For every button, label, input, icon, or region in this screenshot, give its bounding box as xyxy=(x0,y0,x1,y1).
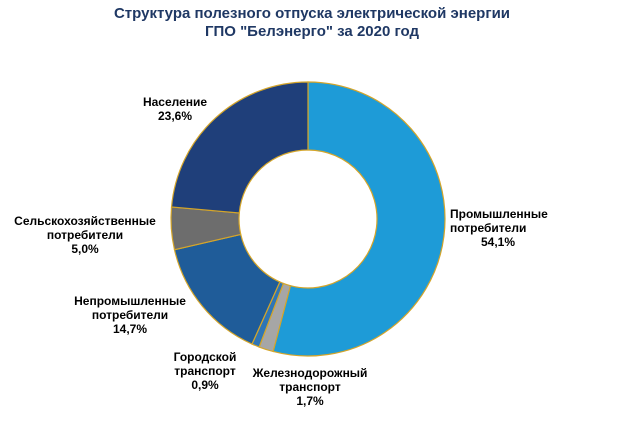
slice-label-line: потребители xyxy=(91,308,169,322)
slice-label-railway: Железнодорожный транспорт 1,7% xyxy=(240,366,380,408)
slice-label-line: Население xyxy=(142,95,208,109)
slice-value-label: 23,6% xyxy=(157,109,193,123)
slice-value-label: 0,9% xyxy=(191,378,219,392)
slice-label-line: Городской xyxy=(173,350,237,364)
slice-label-line: потребители xyxy=(46,228,124,242)
donut-slice-industrial xyxy=(272,81,446,357)
slice-value-label: 14,7% xyxy=(112,322,148,336)
slice-label-nonindustrial: Непромышленные потребители 14,7% xyxy=(50,294,210,336)
slice-label-line: потребители xyxy=(450,221,527,235)
slice-label-industrial: Промышленные потребители 54,1% xyxy=(450,207,548,249)
slice-label-agricultural: Сельскохозяйственные потребители 5,0% xyxy=(5,214,165,256)
slice-label-line: Непромышленные xyxy=(74,294,186,308)
slice-label-line: Сельскохозяйственные xyxy=(14,214,156,228)
chart-title-line-2: ГПО "Белэнерго" за 2020 год xyxy=(204,23,420,40)
slice-label-line: Железнодорожный xyxy=(252,366,368,380)
slice-label-line: транспорт xyxy=(174,364,236,378)
chart-title-line-1: Структура полезного отпуска электрическо… xyxy=(113,5,511,22)
donut-slice-population xyxy=(170,81,309,214)
slice-label-line: Промышленные xyxy=(450,207,548,221)
slice-value-label: 5,0% xyxy=(71,242,99,256)
slice-label-population: Население 23,6% xyxy=(120,95,230,123)
slice-value-label: 54,1% xyxy=(481,235,516,249)
slice-label-line: транспорт xyxy=(279,380,341,394)
slice-value-label: 1,7% xyxy=(296,394,324,408)
slice-label-city-transport: Городской транспорт 0,9% xyxy=(150,350,260,392)
